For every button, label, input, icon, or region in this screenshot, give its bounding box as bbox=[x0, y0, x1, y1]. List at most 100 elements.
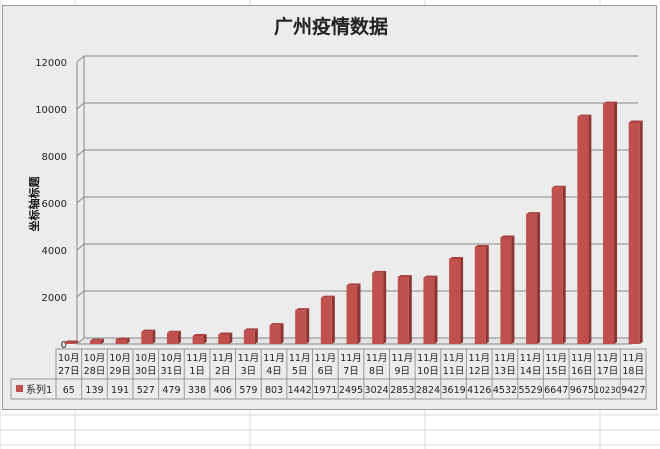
bar-side bbox=[254, 328, 258, 344]
bar-side bbox=[485, 245, 489, 344]
chart-area[interactable]: 广州疫情数据 坐标轴标题 0 2000 4000 6000 8000 10000 12000 系列… bbox=[2, 5, 657, 410]
y-tick-label: 10000 bbox=[35, 105, 67, 116]
legend-key bbox=[16, 385, 23, 392]
bar-top bbox=[449, 256, 464, 259]
bar-top bbox=[372, 270, 387, 273]
data-table-value: 9675 bbox=[570, 385, 594, 396]
bar-top bbox=[500, 235, 515, 238]
bar bbox=[603, 103, 615, 344]
category-label-day: 6日 bbox=[318, 366, 334, 377]
category-label-month: 11月 bbox=[571, 353, 593, 364]
bar-side bbox=[357, 283, 361, 344]
bar bbox=[346, 285, 358, 344]
data-table-value: 527 bbox=[137, 385, 155, 396]
bar-top bbox=[243, 328, 258, 331]
bar-side bbox=[408, 274, 412, 344]
bar-top bbox=[551, 185, 566, 188]
bar bbox=[269, 325, 281, 344]
category-label-day: 27日 bbox=[58, 366, 80, 377]
data-table-value: 3024 bbox=[365, 385, 389, 396]
bar bbox=[295, 310, 307, 344]
y-tick-label: 6000 bbox=[42, 199, 67, 210]
y-tick-label: 8000 bbox=[42, 152, 67, 163]
table-value-row bbox=[10, 378, 647, 400]
category-label-day: 9日 bbox=[395, 366, 411, 377]
gridline bbox=[76, 196, 638, 204]
bar-side bbox=[383, 270, 387, 344]
category-label-day: 12日 bbox=[468, 366, 490, 377]
category-label-month: 10月 bbox=[161, 353, 183, 364]
bar-side bbox=[460, 256, 464, 344]
bar-side bbox=[331, 295, 335, 344]
bar-top bbox=[218, 332, 233, 335]
data-table-value: 65 bbox=[63, 385, 75, 396]
bar-top bbox=[628, 120, 643, 123]
y-tick-label: 2000 bbox=[42, 293, 67, 304]
category-label-day: 7日 bbox=[343, 366, 359, 377]
y-axis-title: 坐标轴标题 bbox=[27, 176, 41, 232]
bar-top bbox=[346, 283, 361, 286]
bar-side bbox=[306, 308, 310, 344]
bar-top bbox=[397, 274, 412, 277]
bar-top bbox=[64, 340, 79, 343]
gridline bbox=[76, 243, 638, 251]
category-label-month: 11月 bbox=[520, 353, 542, 364]
bar-top bbox=[192, 334, 207, 337]
category-label-day: 11日 bbox=[443, 366, 465, 377]
category-label-day: 16日 bbox=[571, 366, 593, 377]
bar bbox=[500, 237, 512, 344]
bar bbox=[218, 334, 230, 344]
bar bbox=[141, 331, 153, 344]
category-label-day: 31日 bbox=[161, 366, 183, 377]
legend-label: 系列1 bbox=[26, 383, 52, 396]
bar-top bbox=[166, 330, 181, 333]
data-table-value: 338 bbox=[188, 385, 206, 396]
data-table-value: 2853 bbox=[390, 385, 414, 396]
category-label-day: 10日 bbox=[417, 366, 439, 377]
bar-top bbox=[423, 275, 438, 278]
category-label-day: 4日 bbox=[266, 366, 282, 377]
bar bbox=[423, 277, 435, 344]
bar-side bbox=[229, 332, 233, 344]
bar-side bbox=[100, 338, 104, 344]
data-table-value: 479 bbox=[162, 385, 180, 396]
data-table-value: 10230 bbox=[594, 386, 621, 396]
category-label-month: 11月 bbox=[622, 353, 644, 364]
bar-side bbox=[177, 330, 181, 344]
bar-side bbox=[203, 334, 207, 344]
category-label-month: 11月 bbox=[315, 353, 337, 364]
data-table-value: 2824 bbox=[416, 385, 440, 396]
data-table-value: 4126 bbox=[467, 385, 491, 396]
data-table-value: 4532 bbox=[493, 385, 517, 396]
data-table-value: 3619 bbox=[442, 385, 466, 396]
data-table-value: 6647 bbox=[544, 385, 568, 396]
category-label-day: 1日 bbox=[189, 366, 205, 377]
category-label-day: 18日 bbox=[622, 366, 644, 377]
category-label-month: 11月 bbox=[212, 353, 234, 364]
bar bbox=[577, 116, 589, 344]
data-table-value: 2495 bbox=[339, 385, 363, 396]
y-tick-label: 0 bbox=[61, 340, 67, 351]
data-table-value: 5529 bbox=[518, 385, 542, 396]
bar-top bbox=[295, 308, 310, 311]
bar bbox=[115, 339, 127, 344]
data-table-value: 406 bbox=[214, 385, 232, 396]
bar-top bbox=[526, 212, 541, 215]
bar bbox=[192, 336, 204, 344]
category-label-month: 11月 bbox=[468, 353, 490, 364]
category-label-month: 11月 bbox=[366, 353, 388, 364]
gridline bbox=[76, 55, 638, 63]
category-label-month: 11月 bbox=[443, 353, 465, 364]
category-label-day: 15日 bbox=[545, 366, 567, 377]
category-label-day: 2日 bbox=[215, 366, 231, 377]
data-table-value: 9427 bbox=[621, 385, 645, 396]
category-label-day: 5日 bbox=[292, 366, 308, 377]
category-label-day: 8日 bbox=[369, 366, 385, 377]
category-label-month: 11月 bbox=[545, 353, 567, 364]
bar-top bbox=[115, 337, 130, 340]
category-label-day: 29日 bbox=[109, 366, 131, 377]
category-label-month: 10月 bbox=[58, 353, 80, 364]
category-label-day: 3日 bbox=[241, 366, 257, 377]
bar-side bbox=[511, 235, 515, 344]
